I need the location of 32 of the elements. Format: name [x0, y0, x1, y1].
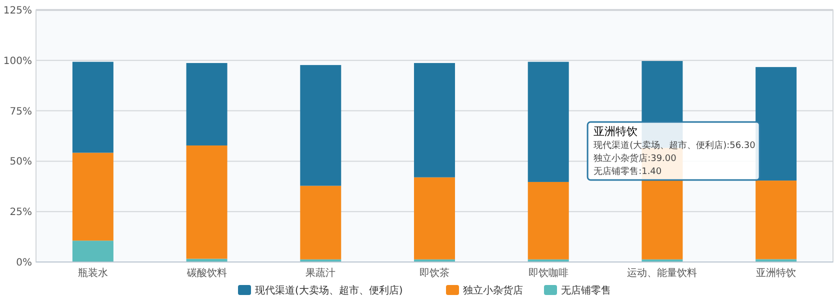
y-tick-label: 25% — [10, 207, 32, 218]
annotation: 现代渠道(大卖场、超市、便利店):56.30 — [594, 140, 756, 151]
legend-label: 无店铺零售 — [561, 284, 611, 296]
legend-label: 独立小杂货店 — [463, 284, 523, 296]
bar — [414, 63, 455, 178]
x-tick-label: 运动、能量饮料 — [627, 267, 698, 279]
y-tick-label: 0% — [16, 258, 32, 268]
x-tick-label: 碳酸饮料 — [186, 267, 227, 279]
x-tick-label: 亚洲特饮 — [756, 267, 796, 279]
bar — [72, 240, 114, 262]
bar — [756, 180, 797, 260]
y-tick-label: 75% — [10, 106, 32, 118]
bar — [300, 65, 342, 186]
bar — [72, 152, 114, 241]
bar — [186, 145, 228, 259]
bar — [72, 62, 114, 153]
bar — [528, 62, 569, 182]
y-tick-label: 125% — [3, 6, 32, 16]
legend-label: 现代渠道(大卖场、超市、便利店) — [255, 284, 403, 296]
bar — [414, 177, 455, 260]
annotation: 亚洲特饮 — [594, 125, 638, 138]
annotation: 独立小杂货店:39.00 — [594, 153, 677, 164]
bar — [528, 182, 569, 260]
y-tick-label: 50% — [10, 156, 32, 168]
annotation: 无店铺零售:1.40 — [594, 166, 662, 177]
x-tick-label: 果蔬汁 — [306, 267, 336, 279]
x-tick-label: 即饮茶 — [420, 267, 450, 279]
x-tick-label: 即饮咖啡 — [528, 267, 568, 279]
y-tick-label: 100% — [3, 56, 32, 67]
bar — [300, 186, 342, 260]
x-tick-label: 瓶装水 — [78, 267, 108, 279]
bar — [186, 63, 228, 146]
